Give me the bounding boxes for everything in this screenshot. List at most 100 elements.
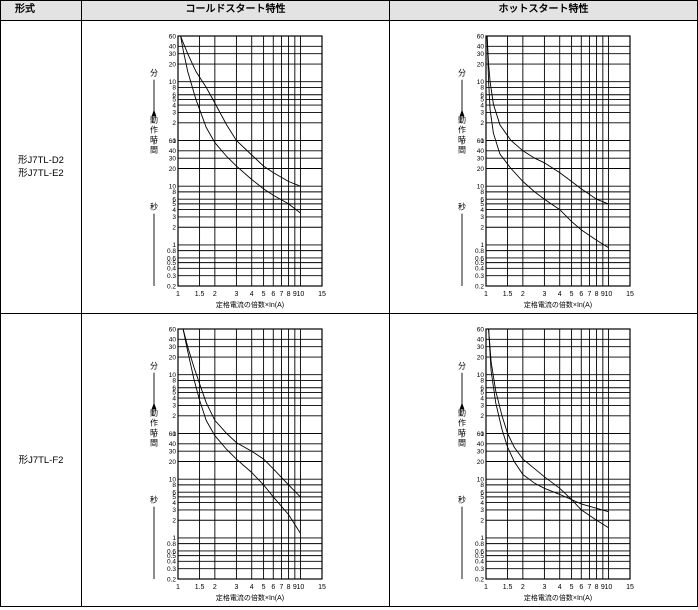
x-tick-label: 7 <box>588 291 592 298</box>
y-tick-label-seconds: 30 <box>477 155 485 162</box>
x-tick-label: 6 <box>271 291 275 298</box>
y-tick-label-minutes: 30 <box>169 51 177 58</box>
y-tick-label-minutes: 4 <box>480 395 484 402</box>
hot-start-chart-d2-e2: 1 1.5 2 3 4 5 6 7 8 9 10 15定格電流の倍数×In(A)60403020108… <box>458 33 634 309</box>
x-tick-label: 1.5 <box>195 291 205 298</box>
y-tick-label-seconds: 0.5 <box>475 553 484 560</box>
y-tick-label-seconds: 6 <box>480 197 484 204</box>
y-tick-label-seconds: 3 <box>172 214 176 221</box>
y-tick-label-seconds: 3 <box>480 214 484 221</box>
y-tick-label-seconds: 10 <box>477 183 485 190</box>
cold-start-chart-f2: 1 1.5 2 3 4 5 6 7 8 9 10 15定格電流の倍数×In(A)60403020108… <box>150 326 326 602</box>
x-tick-label: 15 <box>626 291 634 298</box>
characteristic-curve-lower <box>488 328 609 513</box>
y-tick-label-minutes: 20 <box>169 354 177 361</box>
y-tick-label-seconds: 0.6 <box>475 548 484 555</box>
x-tick-label: 1 <box>176 291 180 298</box>
x-tick-label: 8 <box>287 584 291 591</box>
x-tick-label: 2 <box>213 584 217 591</box>
y-tick-label-seconds: 10 <box>477 476 485 483</box>
x-tick-label: 1.5 <box>503 584 513 591</box>
x-tick-label: 7 <box>588 584 592 591</box>
column-divider-2 <box>389 0 390 607</box>
action-time-char: 作 <box>150 417 158 427</box>
y-tick-label-minutes: 2 <box>480 120 484 127</box>
x-tick-label: 3 <box>234 291 238 298</box>
y-tick-label-seconds: 30 <box>169 155 177 162</box>
y-tick-label-minutes: 20 <box>477 61 485 68</box>
y-tick-label-minutes: 3 <box>480 403 484 410</box>
y-tick-label-minutes: 5 <box>480 97 484 104</box>
y-tick-label-seconds: 60 <box>169 138 177 145</box>
y-tick-label-minutes: 5 <box>172 390 176 397</box>
action-time-char: 間 <box>458 438 466 447</box>
y-tick-label-minutes: 10 <box>169 372 177 379</box>
y-tick-label-seconds: 8 <box>172 482 176 489</box>
y-tick-label-seconds: 60 <box>477 431 485 438</box>
y-tick-label-minutes: 2 <box>172 120 176 127</box>
x-tick-label: 10 <box>297 584 305 591</box>
action-time-char: 作 <box>458 417 466 427</box>
header-model: 形式 <box>1 0 81 20</box>
unit-minutes-label: 分 <box>458 69 466 78</box>
x-tick-label: 4 <box>250 291 254 298</box>
x-tick-label: 1 <box>484 291 488 298</box>
y-tick-label-seconds: 40 <box>477 441 485 448</box>
x-tick-label: 8 <box>595 584 599 591</box>
y-tick-label-seconds: 0.6 <box>475 255 484 262</box>
y-tick-label-minutes: 3 <box>172 110 176 117</box>
x-tick-label: 6 <box>579 291 583 298</box>
y-tick-label-seconds: 3 <box>172 507 176 514</box>
y-tick-label-seconds: 0.4 <box>475 266 484 273</box>
x-tick-label: 15 <box>318 291 326 298</box>
y-tick-label-minutes: 60 <box>169 33 177 40</box>
y-tick-label-minutes: 8 <box>172 85 176 92</box>
x-tick-label: 3 <box>542 584 546 591</box>
action-time-char: 間 <box>458 145 466 154</box>
y-tick-label-minutes: 30 <box>477 51 485 58</box>
y-tick-label-minutes: 1 <box>480 138 484 145</box>
y-tick-label-minutes: 60 <box>477 33 485 40</box>
y-tick-label-seconds: 10 <box>169 476 177 483</box>
y-tick-label-seconds: 0.3 <box>475 566 484 573</box>
unit-minutes-label: 分 <box>150 362 158 371</box>
y-tick-label-seconds: 8 <box>172 189 176 196</box>
x-tick-label: 3 <box>542 291 546 298</box>
up-arrow-icon <box>459 402 465 410</box>
y-tick-label-seconds: 10 <box>169 183 177 190</box>
y-tick-label-minutes: 1 <box>480 431 484 438</box>
column-divider-1 <box>81 0 82 607</box>
table-border-left <box>0 0 1 607</box>
y-tick-label-seconds: 6 <box>480 490 484 497</box>
y-tick-label-minutes: 60 <box>169 326 177 333</box>
y-tick-label-seconds: 3 <box>480 507 484 514</box>
x-tick-label: 7 <box>280 584 284 591</box>
y-tick-label-minutes: 3 <box>172 403 176 410</box>
y-tick-label-seconds: 60 <box>477 138 485 145</box>
up-arrow-icon <box>151 109 157 117</box>
y-tick-label-minutes: 4 <box>480 102 484 109</box>
y-tick-label-seconds: 5 <box>480 494 484 501</box>
y-tick-label-seconds: 0.5 <box>475 260 484 267</box>
up-arrow-icon <box>151 402 157 410</box>
y-tick-label-minutes: 6 <box>172 92 176 99</box>
action-time-char: 動 <box>458 408 466 417</box>
y-tick-label-minutes: 2 <box>480 413 484 420</box>
y-tick-label-minutes: 1 <box>172 431 176 438</box>
x-tick-label: 7 <box>280 291 284 298</box>
y-tick-label-seconds: 20 <box>169 459 177 466</box>
x-tick-label: 6 <box>271 584 275 591</box>
model-cell-row1: 形J7TL-D2 形J7TL-E2 <box>0 154 82 180</box>
y-tick-label-seconds: 4 <box>480 500 484 507</box>
y-tick-label-minutes: 6 <box>480 92 484 99</box>
y-tick-label-seconds: 0.8 <box>167 248 176 255</box>
x-tick-label: 1.5 <box>503 291 513 298</box>
y-tick-label-minutes: 40 <box>477 44 485 51</box>
action-time-char: 間 <box>150 145 158 154</box>
unit-minutes-label: 分 <box>150 69 158 78</box>
y-tick-label-minutes: 6 <box>480 385 484 392</box>
y-tick-label-seconds: 5 <box>480 201 484 208</box>
unit-seconds-label: 秒 <box>458 202 466 212</box>
model-label: 形J7TL-F2 <box>18 455 64 466</box>
